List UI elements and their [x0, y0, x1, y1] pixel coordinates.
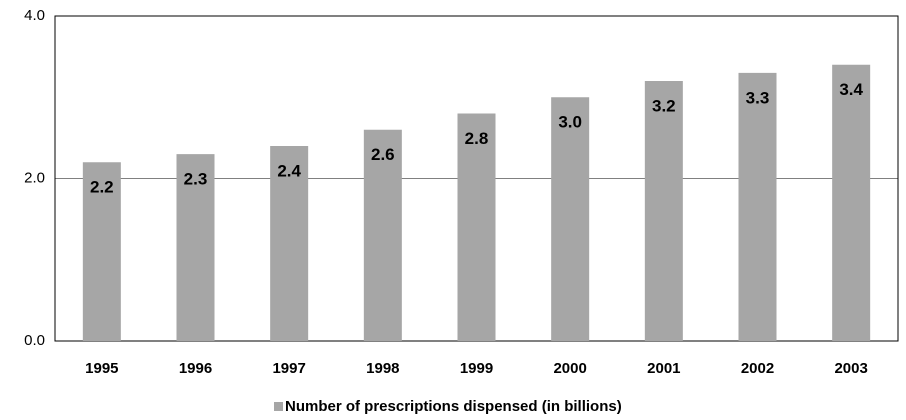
data-label: 3.2 — [652, 96, 676, 115]
bar — [270, 146, 309, 341]
y-tick-label: 0.0 — [24, 332, 45, 349]
data-label: 3.4 — [839, 80, 863, 99]
bar — [457, 113, 496, 341]
data-label: 2.6 — [371, 145, 395, 164]
legend-swatch — [274, 402, 283, 411]
data-label: 2.8 — [465, 129, 489, 148]
bar — [738, 72, 777, 341]
x-tick-label: 2003 — [834, 360, 867, 377]
bar — [363, 129, 402, 341]
bar — [832, 64, 871, 341]
x-tick-label: 2002 — [741, 360, 774, 377]
x-tick-label: 1998 — [366, 360, 399, 377]
bar — [551, 97, 590, 341]
data-label: 2.2 — [90, 178, 114, 197]
data-label: 3.3 — [746, 88, 770, 107]
bar — [176, 154, 215, 341]
x-tick-label: 2001 — [647, 360, 680, 377]
x-tick-label: 1995 — [85, 360, 118, 377]
y-tick-label: 2.0 — [24, 169, 45, 186]
x-tick-label: 1997 — [272, 360, 305, 377]
data-label: 3.0 — [558, 113, 582, 132]
x-tick-label: 2000 — [553, 360, 586, 377]
y-tick-label: 4.0 — [24, 7, 45, 24]
x-tick-label: 1996 — [179, 360, 212, 377]
data-label: 2.4 — [277, 161, 301, 180]
bar — [644, 81, 683, 341]
data-label: 2.3 — [184, 170, 208, 189]
bar — [82, 162, 121, 341]
x-tick-label: 1999 — [460, 360, 493, 377]
legend-label: Number of prescriptions dispensed (in bi… — [285, 398, 622, 415]
